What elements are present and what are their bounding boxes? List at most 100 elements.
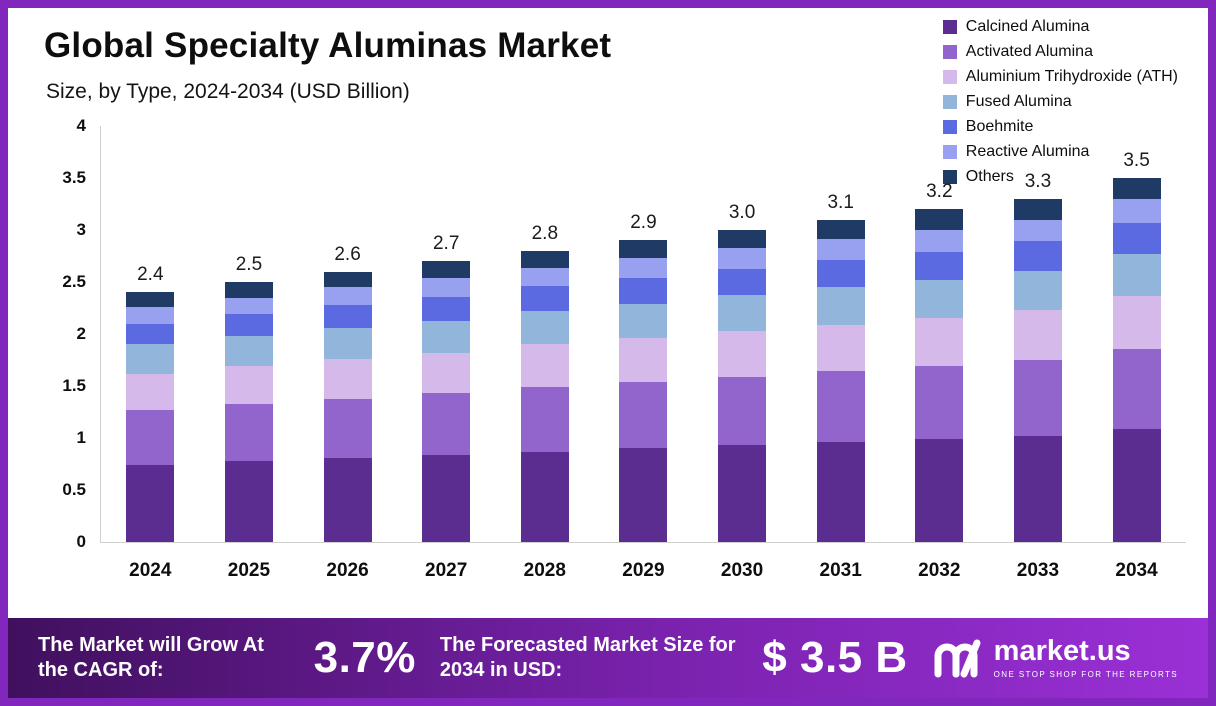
legend-item: Others <box>942 168 1178 186</box>
stacked-bar-chart: 0 0.5 1 1.5 2 2.5 3 3.5 4 2.4 2024 2.5 2025 2.6 2026 2… <box>46 116 1190 596</box>
bar-total-label: 2.9 <box>630 212 657 234</box>
bar-segment-calcined-alumina <box>126 465 175 542</box>
y-axis-tick-label: 3 <box>76 220 86 239</box>
bar-total-label: 2.4 <box>137 264 164 286</box>
bar-segment-activated-alumina <box>126 409 175 466</box>
legend-label: Calcined Alumina <box>965 18 1090 35</box>
bar-segment-activated-alumina <box>1013 360 1062 436</box>
bar-column: 2.7 2027 <box>422 126 471 581</box>
bar-segment-aluminium-trihydroxide-ath <box>1112 295 1161 349</box>
bar-segment-calcined-alumina <box>520 451 569 542</box>
bar-stack <box>323 271 372 542</box>
y-axis-tick-label: 0.5 <box>62 480 86 499</box>
forecast-label: The Forecasted Market Size for 2034 in U… <box>439 634 736 681</box>
bar-segment-activated-alumina <box>1112 348 1161 429</box>
legend-item: Calcined Alumina <box>942 18 1178 36</box>
y-axis-tick-label: 0 <box>76 532 86 551</box>
bar-segment-activated-alumina <box>520 387 569 452</box>
y-axis-tick-label: 1.5 <box>62 376 86 395</box>
bar-total-label: 3.2 <box>926 181 953 203</box>
bar-segment-reactive-alumina <box>619 258 668 278</box>
bar-segment-boehmite <box>915 251 964 280</box>
bar-stack <box>1112 178 1161 542</box>
bar-column: 2.4 2024 <box>126 126 175 581</box>
bar-total-label: 3.5 <box>1123 150 1150 172</box>
bar-stack <box>224 282 273 542</box>
bar-stack <box>915 209 964 542</box>
brand-text: market.us ONE STOP SHOP FOR THE REPORTS <box>993 635 1178 680</box>
bar-segment-boehmite <box>323 304 372 328</box>
bar-segment-fused-alumina <box>224 336 273 367</box>
bar-segment-aluminium-trihydroxide-ath <box>1013 310 1062 361</box>
legend-swatch <box>942 145 957 159</box>
bar-segment-others <box>718 230 767 248</box>
bar-segment-others <box>422 261 471 278</box>
bar-segment-activated-alumina <box>323 398 372 458</box>
bar-segment-reactive-alumina <box>323 287 372 305</box>
bar-segment-activated-alumina <box>816 371 865 443</box>
bar-segment-boehmite <box>126 323 175 345</box>
brand-name: market.us <box>993 635 1131 667</box>
x-axis-label: 2026 <box>326 560 369 581</box>
bar-segment-fused-alumina <box>718 294 767 331</box>
page-title: Global Specialty Aluminas Market <box>44 26 612 65</box>
bar-segment-boehmite <box>520 286 569 312</box>
x-axis-label: 2032 <box>918 560 961 581</box>
y-axis: 0 0.5 1 1.5 2 2.5 3 3.5 4 <box>46 116 92 551</box>
bar-stack <box>422 261 471 542</box>
chart-legend: Calcined Alumina Activated Alumina Alumini… <box>942 18 1178 186</box>
y-axis-tick-label: 2 <box>76 324 86 343</box>
legend-item: Fused Alumina <box>942 93 1178 111</box>
bar-column: 3.5 2034 <box>1112 126 1161 581</box>
legend-label: Fused Alumina <box>965 93 1072 110</box>
bar-total-label: 3.0 <box>728 202 756 224</box>
x-axis-label: 2034 <box>1115 560 1158 581</box>
bar-segment-reactive-alumina <box>915 230 964 252</box>
x-axis-label: 2031 <box>819 560 862 581</box>
bar-total-label: 3.3 <box>1024 170 1052 192</box>
bar-segment-reactive-alumina <box>1112 198 1161 223</box>
y-axis-tick-label: 3.5 <box>62 168 86 187</box>
bar-segment-fused-alumina <box>915 279 964 319</box>
bar-segment-fused-alumina <box>1112 253 1161 296</box>
bar-segment-activated-alumina <box>422 393 471 455</box>
bar-column: 3.1 2031 <box>816 126 865 581</box>
legend-item: Reactive Alumina <box>942 143 1178 161</box>
brand-tagline: ONE STOP SHOP FOR THE REPORTS <box>993 670 1178 679</box>
cagr-value: 3.7% <box>313 633 416 682</box>
legend-item: Aluminium Trihydroxide (ATH) <box>942 68 1178 86</box>
legend-label: Boehmite <box>965 118 1034 135</box>
bar-segment-aluminium-trihydroxide-ath <box>718 330 767 377</box>
y-axis-tick-label: 2.5 <box>62 272 86 291</box>
bar-stack <box>126 292 175 542</box>
bar-column: 2.6 2026 <box>323 126 372 581</box>
plot-area: 2.4 2024 2.5 2025 2.6 2026 2.7 2027 2.8 2028 2.9 20… <box>100 126 1186 581</box>
bar-segment-aluminium-trihydroxide-ath <box>816 324 865 372</box>
bar-segment-others <box>816 219 865 240</box>
legend-label: Aluminium Trihydroxide (ATH) <box>965 68 1178 85</box>
bar-segment-reactive-alumina <box>224 297 273 315</box>
bar-segment-others <box>1112 178 1161 199</box>
chart-section: Global Specialty Aluminas Market Size, b… <box>8 8 1208 618</box>
bar-segment-activated-alumina <box>915 366 964 440</box>
bar-segment-aluminium-trihydroxide-ath <box>619 338 668 382</box>
bar-segment-reactive-alumina <box>816 239 865 261</box>
bar-segment-boehmite <box>1112 222 1161 254</box>
legend-label: Others <box>965 168 1014 185</box>
x-axis-label: 2029 <box>622 560 665 581</box>
bar-column: 2.9 2029 <box>619 126 668 581</box>
bar-segment-fused-alumina <box>126 344 175 374</box>
x-axis-label: 2028 <box>523 560 566 581</box>
bar-total-label: 2.6 <box>334 243 361 265</box>
bar-segment-fused-alumina <box>422 320 471 353</box>
bar-segment-calcined-alumina <box>422 454 471 542</box>
bar-column: 3.2 2032 <box>915 126 964 581</box>
x-axis-label: 2024 <box>129 560 172 581</box>
bar-segment-others <box>619 240 668 259</box>
bar-segment-aluminium-trihydroxide-ath <box>915 318 964 367</box>
legend-label: Activated Alumina <box>965 43 1093 60</box>
bar-column: 2.8 2028 <box>520 126 569 581</box>
legend-swatch <box>942 20 957 34</box>
bar-column: 3.0 2030 <box>718 126 767 581</box>
